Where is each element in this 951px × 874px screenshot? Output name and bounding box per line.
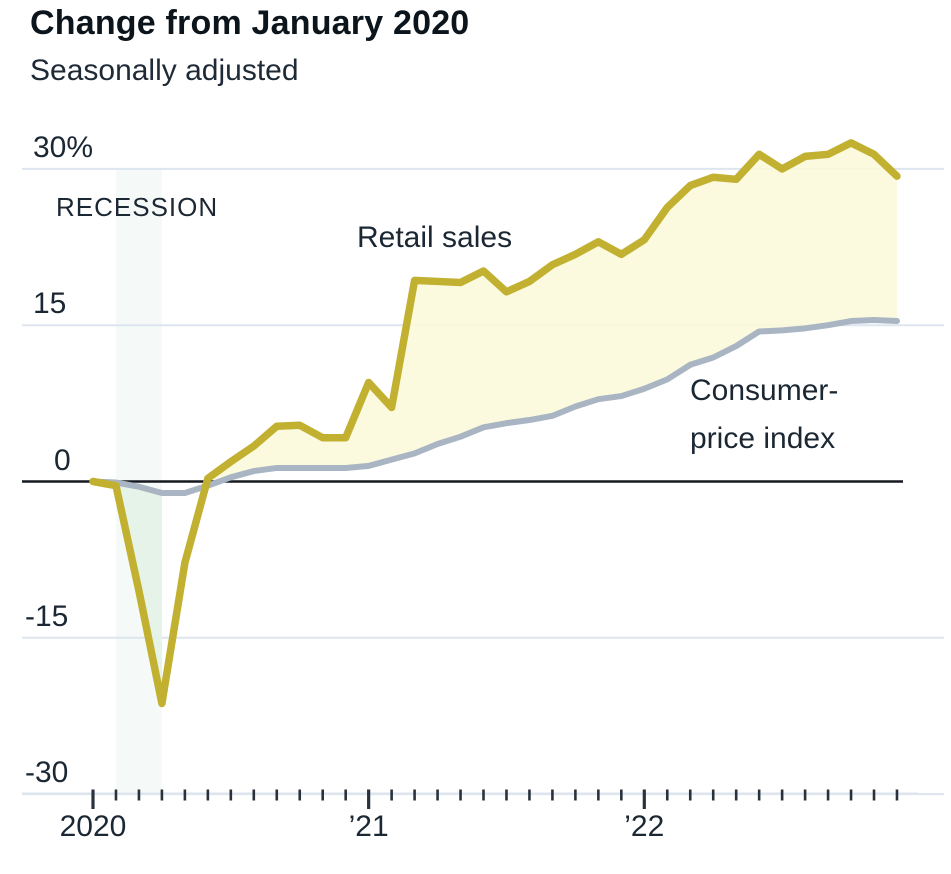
- x-tick-label-21: ’21: [348, 810, 389, 843]
- cpi-series-label: Consumer- price index: [690, 367, 838, 463]
- retail-sales-series-label: Retail sales: [357, 221, 513, 254]
- retail-sales-line: [89, 139, 901, 708]
- y-tick-label-30: 30%: [33, 130, 94, 164]
- cpi-series-label-line1: Consumer-: [690, 374, 839, 407]
- y-tick-label--30: -30: [25, 756, 69, 790]
- y-tick-label--15: -15: [25, 599, 69, 633]
- x-tick-label-2020: 2020: [59, 810, 127, 843]
- y-tick-label-0: 0: [54, 443, 71, 477]
- x-tick-label-22: ’22: [624, 810, 665, 843]
- chart-subtitle: Seasonally adjusted: [30, 54, 299, 87]
- y-tick-label-15: 15: [33, 287, 67, 321]
- chart-title: Change from January 2020: [30, 4, 470, 42]
- series-gap-fill: [205, 142, 897, 487]
- recession-label: RECESSION: [56, 192, 219, 222]
- cpi-series-label-line2: price index: [690, 422, 836, 455]
- cpi-line: [90, 316, 900, 496]
